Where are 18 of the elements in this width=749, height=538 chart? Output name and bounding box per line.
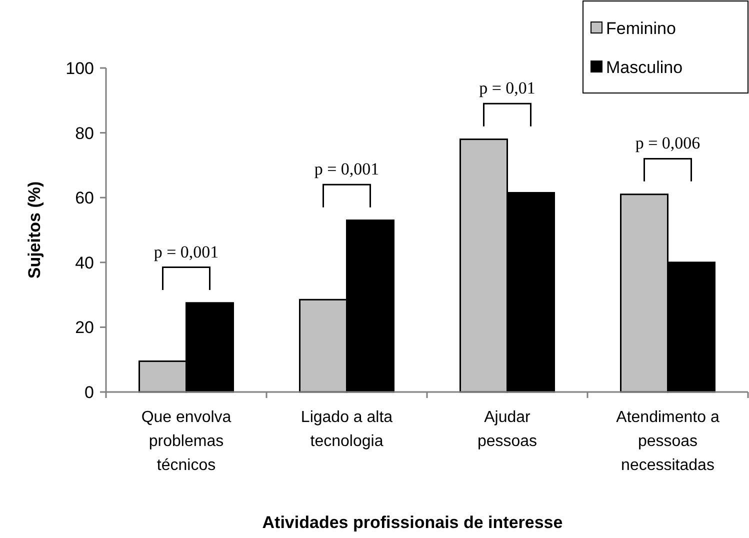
x-tick-label: Ajudar pessoas (477, 409, 538, 450)
y-tick-label: 80 (75, 124, 94, 143)
annotation: p = 0,006 (635, 134, 700, 153)
annotation: p = 0,01 (479, 78, 536, 98)
y-tick-label: 60 (75, 188, 94, 208)
y-tick-label: 40 (75, 253, 94, 272)
y-tick-label: 20 (75, 318, 94, 338)
annotation: p = 0,001 (314, 160, 380, 179)
y-tick-label: 100 (66, 58, 94, 78)
legend-label: Feminino (606, 18, 676, 38)
x-tick-label: Ligado a alta tecnologia (300, 409, 393, 450)
x-axis-title: Atividades profissionais de interesse (262, 513, 563, 532)
y-axis-title: Sujeitos (%) (25, 181, 44, 279)
y-tick-label: 0 (84, 382, 94, 402)
x-tick-label: Que envolva problemas técnicos (141, 409, 232, 474)
x-tick-label: Atendimento a pessoas necessitadas (616, 409, 720, 474)
legend-label: Masculino (606, 58, 683, 77)
annotation: p = 0,001 (154, 242, 219, 262)
